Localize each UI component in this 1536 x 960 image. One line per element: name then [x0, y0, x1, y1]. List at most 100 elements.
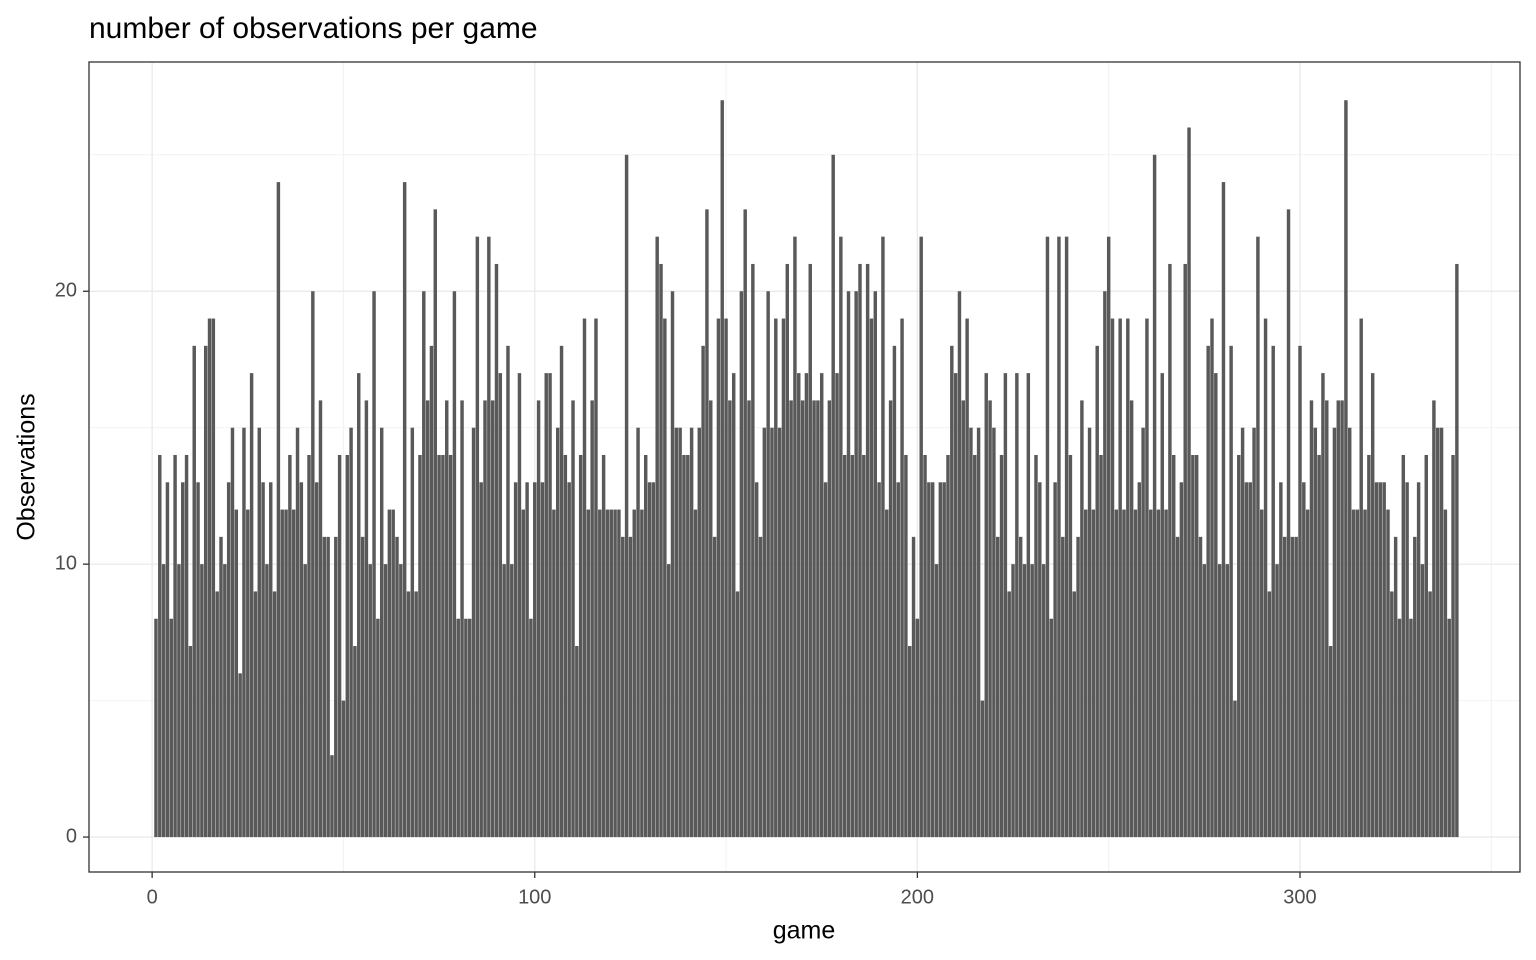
bar [1095, 345, 1099, 838]
bar [647, 482, 652, 838]
bar [716, 318, 721, 838]
bar [1351, 509, 1356, 838]
bar [1321, 373, 1325, 838]
bar [709, 400, 713, 838]
bar [1340, 400, 1344, 838]
bar [961, 400, 966, 838]
bar [230, 427, 235, 838]
bar [1198, 536, 1203, 838]
bar [1432, 400, 1436, 838]
bar [1183, 263, 1187, 838]
bar [513, 482, 518, 838]
bar [754, 482, 759, 838]
y-tick-label: 20 [55, 280, 77, 302]
bar [1260, 509, 1264, 838]
bar [938, 482, 943, 838]
bar [253, 591, 258, 838]
bar [1202, 564, 1207, 838]
bar [976, 427, 981, 838]
bar [196, 482, 200, 838]
bar [1175, 536, 1180, 838]
bar [548, 373, 552, 838]
bar [1152, 154, 1157, 838]
bar [1122, 509, 1126, 838]
bar [980, 700, 985, 838]
bar [154, 618, 158, 838]
bar [762, 427, 767, 838]
bar [896, 482, 900, 838]
bar [479, 482, 483, 838]
bar [735, 591, 740, 838]
bar [1382, 482, 1386, 838]
bar [743, 209, 747, 838]
bar [862, 454, 866, 838]
bar [1436, 427, 1440, 838]
bar [383, 564, 388, 838]
bar [747, 400, 751, 838]
bar [1332, 427, 1337, 838]
bar [529, 618, 533, 838]
bar [525, 482, 529, 838]
bar [1206, 345, 1210, 838]
bar [433, 209, 437, 838]
bar [437, 454, 441, 838]
bar [334, 536, 338, 838]
bar [272, 591, 277, 838]
bar [517, 373, 522, 838]
bar [1294, 536, 1298, 838]
bar [387, 509, 392, 838]
bar [984, 373, 988, 838]
bar [827, 400, 832, 838]
bar [188, 646, 193, 838]
bar [957, 291, 962, 838]
bar [1256, 236, 1260, 838]
bar [161, 564, 166, 838]
bar [1126, 318, 1130, 838]
bar [200, 564, 204, 838]
bar [831, 154, 835, 838]
bar [471, 427, 476, 838]
bar [203, 345, 208, 838]
bar [502, 564, 506, 838]
bar [915, 618, 920, 838]
bar [781, 318, 786, 838]
bar [1302, 482, 1306, 838]
bar [1413, 536, 1417, 838]
bar [1405, 482, 1409, 838]
bar [1240, 427, 1245, 838]
bar [1374, 482, 1379, 838]
bar [651, 482, 656, 838]
bar [1244, 482, 1249, 838]
bar [724, 318, 728, 838]
bar [1275, 564, 1279, 838]
bar [1041, 564, 1046, 838]
bar [1015, 373, 1019, 838]
bar [563, 454, 568, 838]
bar [1068, 454, 1073, 838]
bar [823, 482, 828, 838]
bar [1455, 263, 1459, 838]
bar [1447, 618, 1451, 838]
bar [1103, 291, 1107, 838]
bar [1133, 509, 1138, 838]
bar [1267, 591, 1272, 838]
bar [582, 318, 587, 838]
bar [223, 564, 227, 838]
bar [226, 482, 231, 838]
bar [655, 236, 659, 838]
bar [357, 373, 361, 838]
bar [678, 427, 682, 838]
bar [307, 454, 311, 838]
y-axis-title: Observations [13, 393, 41, 540]
bar [640, 509, 644, 838]
bar [406, 591, 411, 838]
bar [395, 536, 399, 838]
bar [345, 454, 349, 838]
bar [1210, 318, 1214, 838]
bar [697, 427, 702, 838]
bar [552, 509, 556, 838]
bar [349, 427, 353, 838]
bar [1317, 454, 1321, 838]
bar [399, 564, 403, 838]
bar [770, 427, 774, 838]
